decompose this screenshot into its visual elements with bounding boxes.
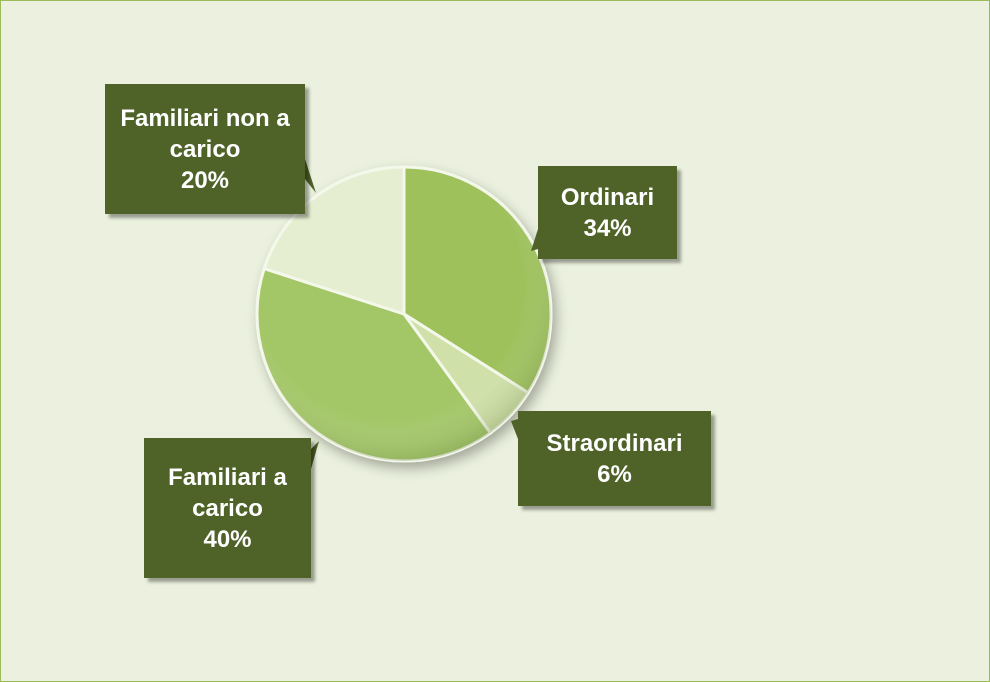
category-label: Familiari non a carico xyxy=(120,104,290,163)
category-label: Ordinari xyxy=(560,183,655,211)
data-label: Familiari non a carico 20% xyxy=(105,84,305,214)
category-label: Straordinari xyxy=(546,429,683,457)
data-label: Straordinari 6% xyxy=(518,411,711,506)
value-label: 6% xyxy=(597,460,632,488)
category-label: Familiari a carico xyxy=(168,463,287,522)
value-label: 34% xyxy=(583,214,632,242)
leader xyxy=(531,229,538,251)
leader xyxy=(511,419,518,439)
data-label: Familiari a carico 40% xyxy=(144,438,311,578)
value-label: 40% xyxy=(203,525,252,553)
leader xyxy=(305,159,316,193)
value-label: 20% xyxy=(180,166,230,194)
data-label: Ordinari 34% xyxy=(538,166,677,259)
leader xyxy=(311,441,319,469)
